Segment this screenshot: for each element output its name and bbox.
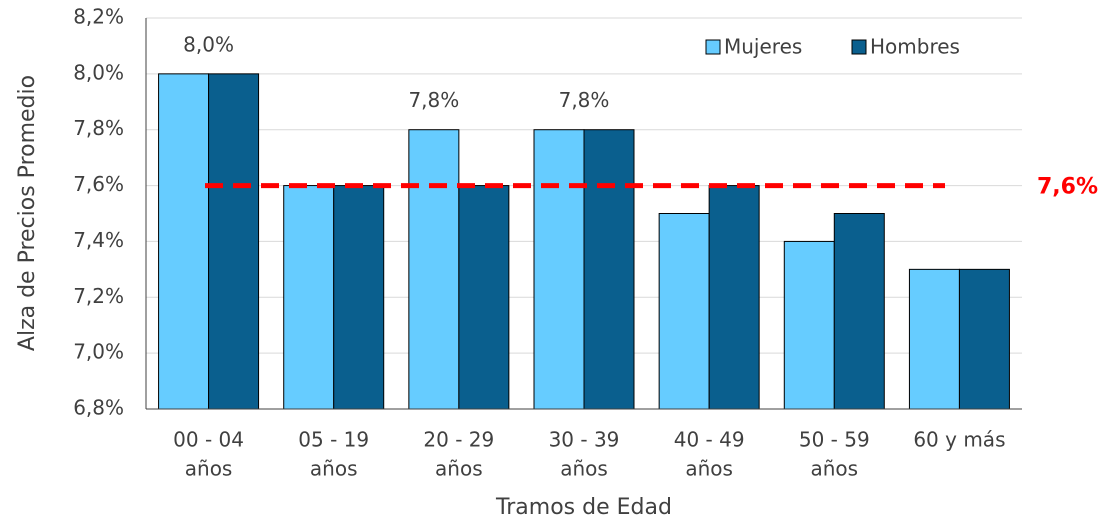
bar bbox=[958, 268, 1010, 410]
bar bbox=[333, 185, 385, 410]
y-tick-label: 8,0% bbox=[73, 60, 124, 84]
x-tick-label: años bbox=[685, 457, 733, 481]
legend-label: Hombres bbox=[870, 35, 960, 59]
x-tick-label: 60 y más bbox=[913, 428, 1005, 452]
x-tick-label: años bbox=[810, 457, 858, 481]
x-tick-label: años bbox=[185, 457, 233, 481]
x-tick-label: 30 - 39 bbox=[549, 428, 620, 452]
y-tick-label: 8,2% bbox=[73, 5, 124, 29]
x-tick-label: años bbox=[435, 457, 483, 481]
y-tick-label: 7,2% bbox=[73, 284, 124, 308]
bar bbox=[158, 73, 210, 410]
x-tick-label: 05 - 19 bbox=[298, 428, 369, 452]
legend-swatch bbox=[705, 39, 721, 55]
x-tick-label: 00 - 04 bbox=[173, 428, 244, 452]
data-label: 7,8% bbox=[559, 88, 610, 112]
bar bbox=[833, 213, 885, 410]
bar bbox=[708, 185, 760, 410]
bar bbox=[533, 129, 585, 410]
y-tick-label: 7,8% bbox=[73, 116, 124, 140]
y-tick-label: 7,4% bbox=[73, 228, 124, 252]
bar bbox=[283, 185, 335, 410]
x-tick-label: 40 - 49 bbox=[674, 428, 745, 452]
x-tick-label: años bbox=[310, 457, 358, 481]
y-tick-label: 6,8% bbox=[73, 396, 124, 420]
legend-swatch bbox=[851, 39, 867, 55]
y-tick-label: 7,0% bbox=[73, 340, 124, 364]
bar bbox=[458, 185, 510, 410]
legend-label: Mujeres bbox=[724, 35, 802, 59]
y-axis-title: Alza de Precios Promedio bbox=[15, 75, 40, 351]
x-tick-label: 50 - 59 bbox=[799, 428, 870, 452]
bar bbox=[908, 268, 960, 410]
bar bbox=[208, 73, 260, 410]
y-tick-label: 7,6% bbox=[73, 172, 124, 196]
data-label: 7,8% bbox=[408, 88, 459, 112]
reference-label: 7,6% bbox=[1037, 175, 1098, 200]
bar bbox=[783, 240, 835, 410]
x-tick-label: años bbox=[560, 457, 608, 481]
bar bbox=[658, 213, 710, 410]
bar bbox=[583, 129, 635, 410]
bar bbox=[408, 129, 460, 410]
x-axis-title: Tramos de Edad bbox=[495, 495, 672, 520]
x-tick-label: 20 - 29 bbox=[423, 428, 494, 452]
data-label: 8,0% bbox=[183, 32, 234, 56]
